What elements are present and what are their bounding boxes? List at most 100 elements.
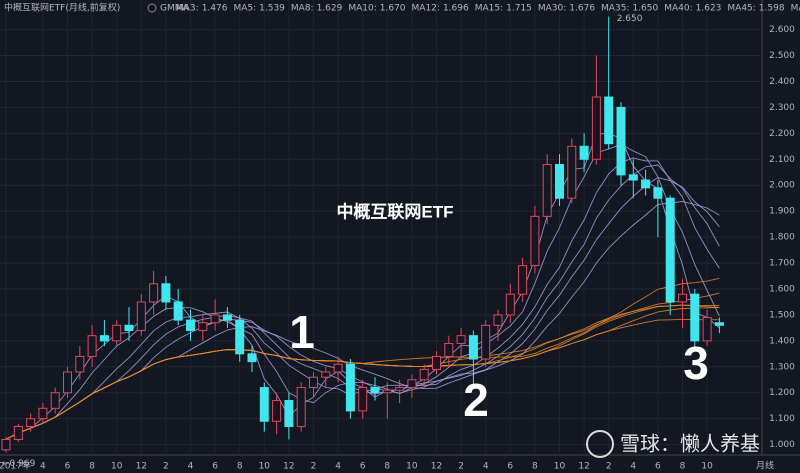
candle-body (628, 174, 638, 181)
x-tick-label: 2 (163, 462, 169, 472)
y-tick-label: 1.300 (769, 362, 795, 372)
x-tick-label: 4 (40, 462, 46, 472)
x-tick-label: 2017年 (0, 460, 31, 472)
legend-name: MA40: (664, 4, 692, 14)
candle-body (247, 353, 257, 363)
x-tick-label: 12 (431, 462, 442, 472)
y-tick-label: 1.800 (769, 233, 795, 243)
candle-body (112, 324, 122, 342)
legend-value: 1.650 (632, 4, 658, 14)
candle-body (333, 363, 343, 373)
y-tick-label: 1.200 (769, 388, 795, 398)
legend-name: MA50: (791, 4, 800, 14)
x-tick-label: 6 (65, 462, 71, 472)
y-tick-label: 2.600 (769, 25, 795, 35)
annotation: 2 (463, 374, 489, 426)
candle-body (444, 342, 454, 357)
candle-body (161, 283, 171, 303)
candle-body (690, 293, 700, 342)
y-tick-label: 2.200 (769, 129, 795, 139)
legend-value: 1.676 (569, 4, 595, 14)
candle-body (518, 265, 528, 295)
candle-body (714, 322, 724, 326)
candle-body (99, 335, 109, 342)
candle-body (579, 145, 589, 160)
chart-title: 中概互联网ETF(月线,前复权) (4, 2, 120, 14)
legend-value: 1.623 (696, 4, 722, 14)
annotation: 中概互联网ETF (336, 201, 453, 221)
candle-body (555, 163, 564, 199)
candle-body (481, 324, 491, 360)
candle-body (456, 335, 466, 344)
candle-body (530, 215, 540, 267)
legend-name: MA15: (475, 4, 503, 14)
candle-body (272, 400, 282, 422)
candle-body (567, 145, 577, 199)
y-tick-label: 2.300 (769, 103, 795, 113)
y-tick-label: 1.100 (769, 414, 795, 424)
y-tick-label: 1.900 (769, 207, 795, 217)
y-tick-label: 1.700 (769, 259, 795, 269)
x-tick-label: 6 (507, 462, 513, 472)
y-tick-label: 1.400 (769, 336, 795, 346)
candle-body (407, 379, 417, 389)
candle-body (198, 322, 208, 331)
candle-body (235, 319, 245, 355)
candle-body (505, 293, 515, 316)
candle-body (616, 106, 626, 176)
candle-body (321, 371, 331, 378)
legend-value: 1.715 (506, 4, 532, 14)
x-tick-label: 12 (283, 462, 294, 472)
candle-body (284, 400, 294, 427)
candle-body (309, 376, 318, 389)
x-tick-label: 2 (458, 462, 464, 472)
x-tick-label: 6 (655, 462, 661, 472)
annotation: 1 (289, 306, 315, 358)
candle-body (50, 392, 60, 409)
legend-name: MA10: (348, 4, 376, 14)
candle-body (173, 301, 183, 321)
x-tick-label: 2 (311, 462, 317, 472)
candle-body (124, 324, 134, 331)
candle-body (136, 301, 146, 331)
x-tick-label: 8 (680, 462, 686, 472)
x-tick-label: 10 (701, 462, 713, 472)
min-label: ←0.969 (2, 459, 36, 469)
x-tick-label: 12 (578, 462, 589, 472)
candle-body (296, 387, 306, 427)
candle-body (641, 179, 651, 189)
watermark: 雪球：懒人养基 (620, 432, 760, 456)
y-tick-label: 1.600 (769, 284, 795, 294)
x-tick-label: 10 (554, 462, 566, 472)
x-tick-label: 8 (89, 462, 95, 472)
candle-body (678, 293, 687, 303)
x-tick-label: 8 (532, 462, 538, 472)
ma-line (5, 318, 720, 440)
candle-body (702, 317, 712, 342)
candle-body (419, 368, 429, 381)
legend: MA3: 1.476 MA5: 1.539 MA8: 1.629 MA10: 1.670 MA1… (176, 4, 800, 14)
legend-name: MA8: (291, 4, 314, 14)
x-tick-label: 10 (259, 462, 271, 472)
legend-value: 1.670 (380, 4, 406, 14)
y-tick-label: 2.500 (769, 51, 795, 61)
candle-body (13, 425, 23, 440)
candle-body (665, 197, 675, 303)
watermark-logo (586, 430, 614, 458)
annotation: 3 (683, 337, 709, 389)
candle-body (210, 314, 220, 324)
candle-body (493, 314, 503, 326)
x-tick-label: 12 (136, 462, 147, 472)
legend-name: MA12: (412, 4, 440, 14)
candle-body (358, 387, 368, 412)
candle-body (468, 335, 478, 360)
indicator-name: GMMA (160, 4, 190, 14)
candle-body (149, 283, 159, 303)
max-label: 2.650 (617, 14, 643, 24)
legend-value: 1.598 (759, 4, 785, 14)
y-tick-label: 2.000 (769, 181, 795, 191)
y-tick-label: 2.100 (769, 155, 795, 165)
candle-body (395, 387, 405, 391)
x-tick-label: 10 (111, 462, 123, 472)
x-tick-label: 4 (335, 462, 341, 472)
